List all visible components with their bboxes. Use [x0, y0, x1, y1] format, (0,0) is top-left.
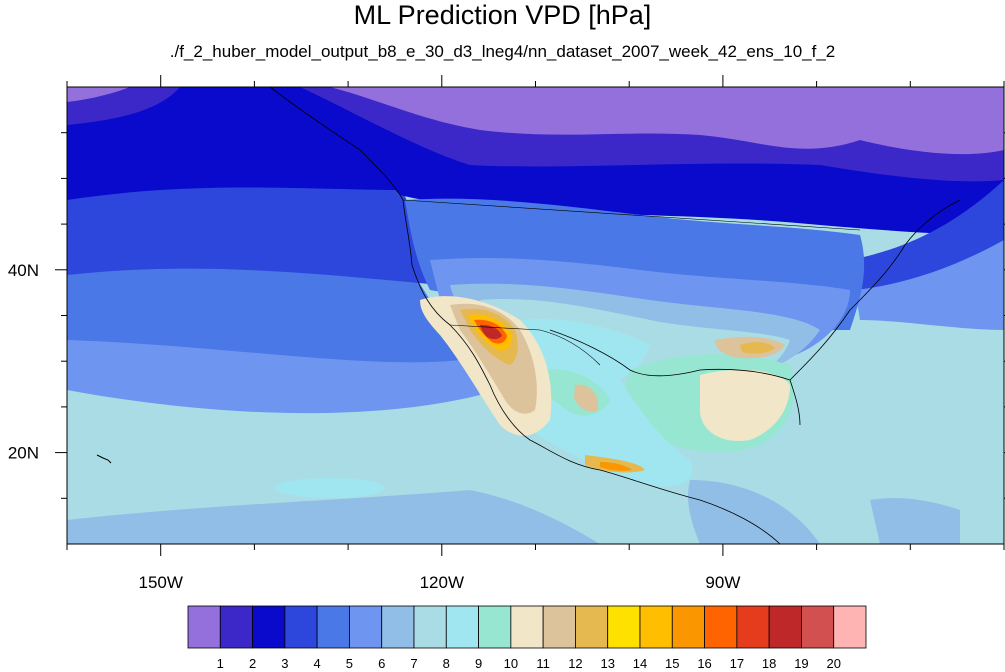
- colorbar-label: 9: [475, 656, 482, 671]
- colorbar-label: 4: [314, 656, 321, 671]
- colorbar-label: 2: [249, 656, 256, 671]
- field-sa-7: [870, 498, 960, 544]
- colorbar-swatch: [349, 605, 383, 649]
- colorbar-label: 14: [633, 656, 647, 671]
- colorbar-swatch: [316, 605, 350, 649]
- colorbar-swatch: [575, 605, 609, 649]
- x-tick-label: 150W: [138, 573, 182, 592]
- colorbar-swatch: [542, 605, 576, 649]
- colorbar-swatch: [833, 605, 867, 649]
- map-axes: 150W 120W 90W 20N 40N: [8, 75, 1005, 592]
- us-canada-border: [402, 199, 861, 231]
- y-tick-label: 40N: [8, 261, 39, 280]
- x-tick-label: 120W: [420, 573, 464, 592]
- colorbar-label: 13: [600, 656, 614, 671]
- colorbar-label: 12: [568, 656, 582, 671]
- hawaii-islands: [96, 454, 112, 464]
- colorbar-label: 10: [504, 656, 518, 671]
- coastlines: [96, 87, 961, 544]
- colorbar-label: 18: [762, 656, 776, 671]
- colorbar-label: 5: [346, 656, 353, 671]
- us-mexico-border: [449, 324, 601, 366]
- colorbar-swatch: [704, 605, 738, 649]
- y-tick-label: 20N: [8, 444, 39, 463]
- colorbar-swatch: [736, 605, 770, 649]
- field-south-band: [67, 490, 600, 544]
- colorbar-label: 8: [443, 656, 450, 671]
- colorbar-label: 19: [794, 656, 808, 671]
- chart-subtitle: ./f_2_huber_model_output_b8_e_30_d3_lneg…: [169, 42, 836, 61]
- field-gulf-11: [700, 369, 790, 441]
- colorbar-swatch: [284, 605, 318, 649]
- colorbar-label: 15: [665, 656, 679, 671]
- field-band-1-nw: [67, 87, 130, 102]
- field-mexico-12: [574, 384, 599, 412]
- field-southeast-13: [740, 342, 775, 354]
- atlantic-coastline: [789, 199, 961, 381]
- field-sw-18: [480, 324, 502, 340]
- colorbar-label: 3: [281, 656, 288, 671]
- colorbar: 1 2 3 4 5 6 7 8 9 10 11 12 13 14 15 16 17 18 19 20: [187, 605, 867, 671]
- field-atlantic-6: [855, 240, 1004, 330]
- colorbar-label: 20: [826, 656, 840, 671]
- colorbar-label: 11: [536, 656, 550, 671]
- colorbar-swatch: [510, 605, 544, 649]
- colorbar-swatch: [801, 605, 835, 649]
- colorbar-swatch: [768, 605, 802, 649]
- colorbar-swatch: [445, 605, 479, 649]
- chart-title: ML Prediction VPD [hPa]: [353, 0, 652, 30]
- colorbar-swatch: [607, 605, 641, 649]
- vpd-field: [67, 87, 1004, 544]
- field-canada-1: [330, 87, 1004, 155]
- colorbar-swatch: [639, 605, 673, 649]
- colorbar-swatch: [381, 605, 415, 649]
- field-mexico-south-16: [600, 462, 632, 471]
- x-tick-label: 90W: [705, 573, 740, 592]
- colorbar-swatch: [413, 605, 447, 649]
- colorbar-swatch: [671, 605, 705, 649]
- colorbar-label: 1: [217, 656, 224, 671]
- colorbar-label: 6: [378, 656, 385, 671]
- field-caribbean-7: [688, 480, 820, 544]
- colorbar-swatch: [478, 605, 512, 649]
- colorbar-label: 16: [697, 656, 711, 671]
- colorbar-swatch: [219, 605, 253, 649]
- gulf-coastline: [549, 329, 801, 426]
- colorbar-label: 7: [410, 656, 417, 671]
- colorbar-swatch: [252, 605, 286, 649]
- colorbar-swatch: [187, 605, 221, 649]
- colorbar-label: 17: [730, 656, 744, 671]
- pacific-coastline: [269, 87, 781, 544]
- field-central-pacific-9: [275, 478, 385, 498]
